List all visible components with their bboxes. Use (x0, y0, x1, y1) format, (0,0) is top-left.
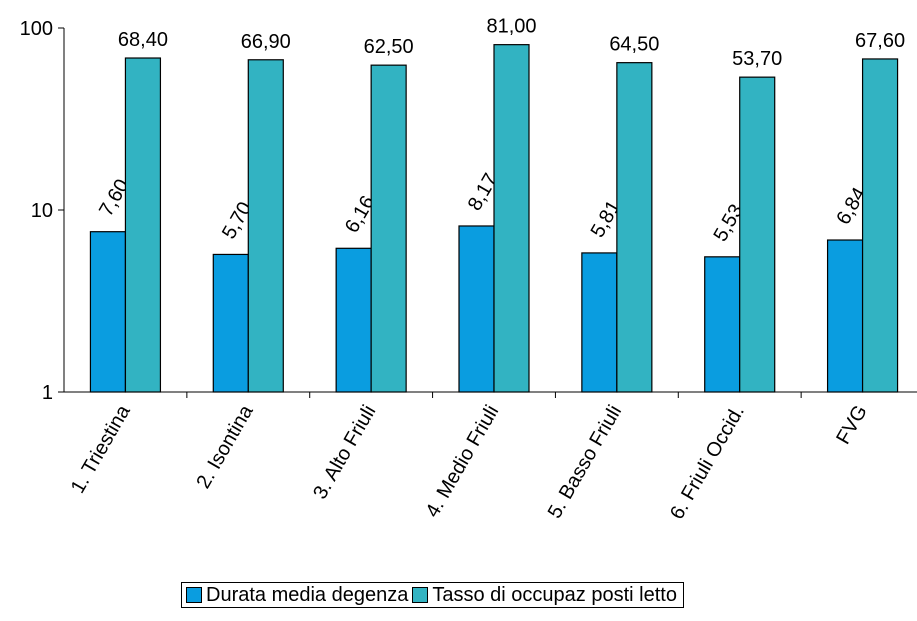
legend-item-series-2: Tasso di occupaz posti letto (412, 584, 677, 607)
data-label: 64,50 (609, 34, 659, 56)
bar-tasso (616, 62, 653, 393)
category-label: 6. Friuli Occid. (666, 402, 749, 524)
data-label: 67,60 (855, 30, 905, 52)
legend: Durata media degenza Tasso di occupaz po… (181, 582, 684, 608)
category-label: 2. Isontina (192, 401, 258, 493)
category-label: FVG (832, 402, 872, 449)
bar-durata (826, 239, 864, 393)
y-tick-label: 1 (42, 382, 53, 404)
legend-label-series-2: Tasso di occupaz posti letto (432, 583, 677, 606)
y-tick-label: 10 (31, 200, 53, 222)
bar-tasso (493, 44, 530, 393)
legend-label-series-1: Durata media degenza (206, 583, 409, 606)
y-tick-label: 100 (20, 18, 53, 40)
legend-item-series-1: Durata media degenza (186, 584, 408, 607)
bar-tasso (739, 76, 776, 393)
category-label: 1. Triestina (67, 401, 135, 497)
bar-tasso (370, 64, 407, 393)
data-label: 81,00 (486, 16, 536, 38)
bar-durata (581, 252, 618, 393)
bar-tasso (247, 59, 284, 393)
category-label: 3. Alto Friuli (309, 402, 380, 503)
legend-swatch-series-2 (412, 587, 429, 603)
bar-durata (458, 225, 495, 393)
bar-tasso (124, 57, 162, 393)
data-label: 66,90 (241, 31, 291, 53)
category-label: 5. Basso Friuli (544, 402, 626, 523)
bar-durata (89, 231, 127, 393)
bar-tasso (861, 58, 899, 393)
bar-durata (704, 256, 741, 393)
bar-durata (212, 253, 249, 393)
bar-durata (335, 247, 372, 393)
data-label: 68,40 (118, 29, 168, 51)
data-label: 53,70 (732, 48, 782, 70)
category-label: 4. Medio Friuli (421, 402, 503, 522)
legend-swatch-series-1 (186, 587, 202, 603)
data-label: 62,50 (364, 36, 414, 58)
